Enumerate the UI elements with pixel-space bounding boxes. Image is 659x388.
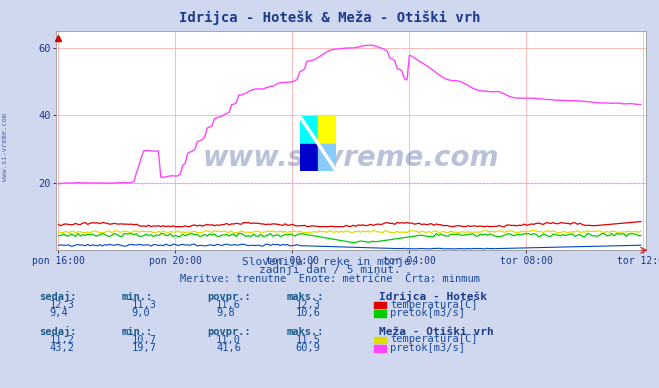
Text: min.:: min.:: [122, 292, 153, 302]
Text: 10,7: 10,7: [132, 334, 157, 345]
Text: 11,6: 11,6: [216, 300, 241, 310]
Text: pretok[m3/s]: pretok[m3/s]: [390, 343, 465, 353]
Text: 19,7: 19,7: [132, 343, 157, 353]
Polygon shape: [300, 116, 318, 144]
Text: povpr.:: povpr.:: [208, 327, 251, 337]
Text: www.si-vreme.com: www.si-vreme.com: [203, 144, 499, 172]
Text: Idrijca - Hotešk & Meža - Otiški vrh: Idrijca - Hotešk & Meža - Otiški vrh: [179, 10, 480, 25]
Text: temperatura[C]: temperatura[C]: [390, 334, 478, 345]
Text: sedaj:: sedaj:: [40, 291, 77, 302]
Text: Slovenija / reke in morje.: Slovenija / reke in morje.: [242, 257, 417, 267]
Text: 12,3: 12,3: [49, 300, 74, 310]
Polygon shape: [318, 144, 336, 171]
Text: 10,6: 10,6: [295, 308, 320, 318]
Text: 11,3: 11,3: [132, 300, 157, 310]
Text: 9,8: 9,8: [216, 308, 235, 318]
Text: 43,2: 43,2: [49, 343, 74, 353]
Text: zadnji dan / 5 minut.: zadnji dan / 5 minut.: [258, 265, 401, 275]
Text: maks.:: maks.:: [287, 327, 324, 337]
Polygon shape: [318, 116, 336, 144]
Text: pretok[m3/s]: pretok[m3/s]: [390, 308, 465, 318]
Text: sedaj:: sedaj:: [40, 326, 77, 337]
Text: 9,4: 9,4: [49, 308, 68, 318]
Text: min.:: min.:: [122, 327, 153, 337]
Text: 11,5: 11,5: [295, 334, 320, 345]
Text: 11,0: 11,0: [216, 334, 241, 345]
Text: www.si-vreme.com: www.si-vreme.com: [2, 113, 9, 182]
Text: temperatura[C]: temperatura[C]: [390, 300, 478, 310]
Text: Idrijca - Hotešk: Idrijca - Hotešk: [379, 291, 487, 302]
Text: 41,6: 41,6: [216, 343, 241, 353]
Text: maks.:: maks.:: [287, 292, 324, 302]
Text: Meža - Otiški vrh: Meža - Otiški vrh: [379, 327, 494, 337]
Text: 12,3: 12,3: [295, 300, 320, 310]
Text: 60,9: 60,9: [295, 343, 320, 353]
Polygon shape: [300, 144, 318, 171]
Text: povpr.:: povpr.:: [208, 292, 251, 302]
Text: 9,0: 9,0: [132, 308, 150, 318]
Text: 11,2: 11,2: [49, 334, 74, 345]
Text: Meritve: trenutne  Enote: metrične  Črta: minmum: Meritve: trenutne Enote: metrične Črta: …: [179, 274, 480, 284]
